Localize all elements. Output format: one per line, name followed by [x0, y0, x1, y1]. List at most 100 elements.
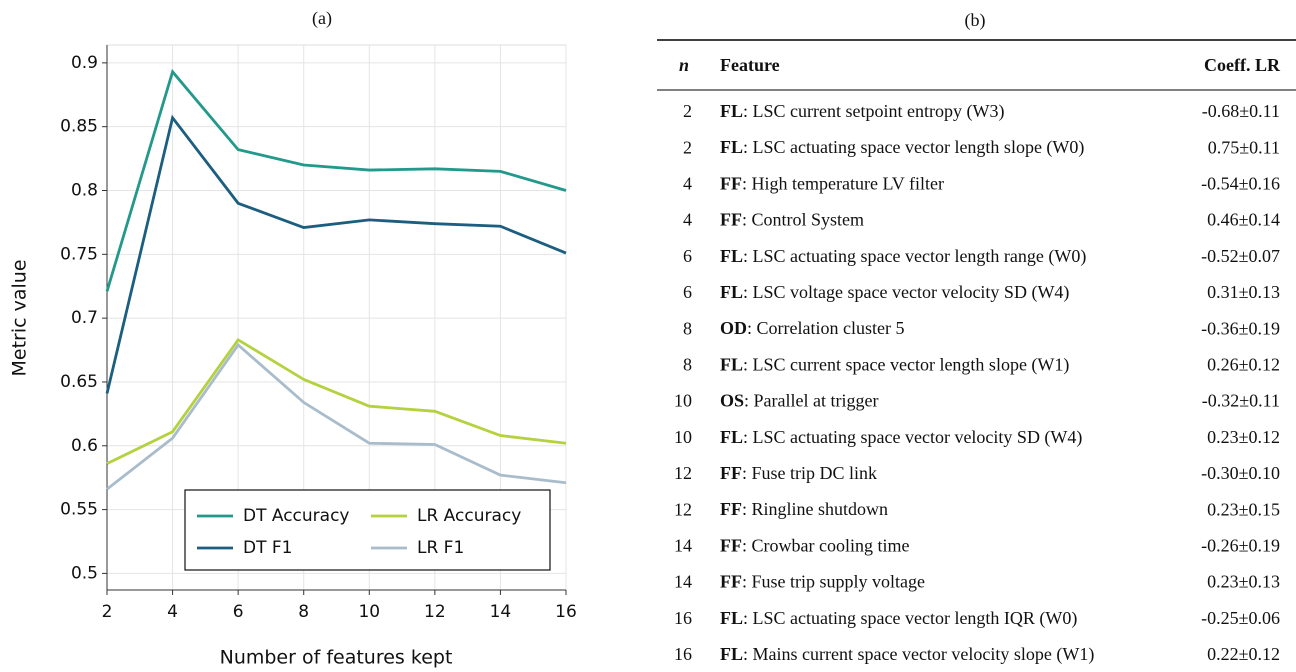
table-cell-feature: FF: Crowbar cooling time — [720, 536, 909, 556]
table-cell-feature: FF: Ringline shutdown — [720, 499, 888, 519]
feature-code: OS — [720, 391, 744, 411]
table-cell-feature: FL: LSC actuating space vector length sl… — [720, 137, 1084, 158]
y-tick-label: 0.55 — [60, 500, 98, 520]
table-cell-feature: FL: Mains current space vector velocity … — [720, 644, 1094, 665]
table-cell-n: 16 — [674, 644, 692, 664]
table-header: Coeff. LR — [1204, 55, 1281, 75]
x-axis-label: Number of features kept — [220, 647, 453, 669]
table-cell-n: 10 — [674, 427, 692, 447]
table-cell-feature: FF: Fuse trip DC link — [720, 463, 877, 483]
x-tick-label: 16 — [555, 602, 577, 622]
table-cell-feature: FL: LSC actuating space vector velocity … — [720, 427, 1082, 448]
y-tick-label: 0.5 — [71, 563, 98, 583]
table-cell-n: 2 — [683, 101, 692, 121]
y-tick-label: 0.6 — [71, 436, 98, 456]
table-cell-coeff: -0.26±0.19 — [1201, 536, 1280, 556]
table-cell-n: 14 — [674, 572, 692, 592]
table-cell-n: 10 — [674, 391, 692, 411]
x-tick-label: 6 — [233, 602, 244, 622]
legend-label: DT Accuracy — [243, 506, 350, 526]
x-tick-label: 14 — [490, 602, 512, 622]
table-cell-n: 6 — [683, 282, 692, 302]
feature-code: FL — [720, 246, 743, 266]
table-cell-feature: OD: Correlation cluster 5 — [720, 318, 904, 338]
feature-text: : Parallel at trigger — [744, 391, 878, 411]
table-cell-feature: FF: Control System — [720, 210, 864, 230]
feature-code: FF — [720, 572, 742, 592]
feature-code: FL — [720, 608, 743, 628]
feature-text: : LSC actuating space vector length IQR … — [743, 608, 1077, 629]
feature-text: : Fuse trip supply voltage — [742, 572, 925, 592]
table-cell-coeff: -0.54±0.16 — [1201, 174, 1280, 194]
feature-code: FF — [720, 210, 742, 230]
y-tick-label: 0.85 — [60, 117, 98, 137]
feature-text: : LSC current setpoint entropy (W3) — [743, 101, 1004, 122]
table-cell-feature: FF: High temperature LV filter — [720, 174, 944, 194]
table-cell-coeff: -0.30±0.10 — [1201, 463, 1280, 483]
feature-code: FF — [720, 174, 742, 194]
series-line — [106, 337, 567, 465]
x-tick-label: 10 — [358, 602, 380, 622]
table-cell-n: 4 — [683, 210, 692, 230]
feature-text: : LSC actuating space vector length rang… — [743, 246, 1086, 267]
table-cell-coeff: 0.75±0.11 — [1208, 137, 1280, 157]
table-cell-coeff: 0.23±0.13 — [1207, 572, 1280, 592]
table-cell-feature: FF: Fuse trip supply voltage — [720, 572, 925, 592]
table-cell-n: 6 — [683, 246, 692, 266]
table-cell-coeff: -0.68±0.11 — [1202, 101, 1280, 121]
feature-text: : LSC voltage space vector velocity SD (… — [743, 282, 1069, 303]
table-header: n — [679, 55, 689, 75]
table-cell-n: 8 — [683, 355, 692, 375]
feature-code: FL — [720, 427, 743, 447]
table-cell-n: 16 — [674, 608, 692, 628]
feature-code: FF — [720, 499, 742, 519]
feature-text: : Correlation cluster 5 — [747, 318, 904, 338]
table-cell-feature: FL: LSC voltage space vector velocity SD… — [720, 282, 1069, 303]
table-cell-feature: FL: LSC current space vector length slop… — [720, 355, 1069, 376]
table-cell-coeff: 0.22±0.12 — [1207, 644, 1280, 664]
table-title: (b) — [965, 10, 986, 31]
x-tick-label: 8 — [298, 602, 309, 622]
feature-text: : Crowbar cooling time — [742, 536, 909, 556]
feature-code: FL — [720, 282, 743, 302]
table-cell-n: 12 — [674, 463, 692, 483]
legend-label: DT F1 — [243, 538, 292, 558]
y-tick-label: 0.7 — [71, 308, 98, 328]
feature-code: FL — [720, 644, 743, 664]
table-cell-coeff: -0.36±0.19 — [1201, 318, 1280, 338]
series-line — [105, 68, 567, 292]
feature-code: FL — [720, 137, 743, 157]
y-axis-label: Metric value — [9, 259, 31, 376]
y-tick-label: 0.8 — [71, 181, 98, 201]
table-cell-coeff: 0.31±0.13 — [1207, 282, 1280, 302]
feature-text: : LSC current space vector length slope … — [743, 355, 1069, 376]
feature-code: OD — [720, 318, 747, 338]
table-cell-feature: FL: LSC current setpoint entropy (W3) — [720, 101, 1004, 122]
feature-text: : LSC actuating space vector velocity SD… — [743, 427, 1082, 448]
table-cell-feature: OS: Parallel at trigger — [720, 391, 878, 411]
table-cell-n: 14 — [674, 536, 692, 556]
table-cell-n: 8 — [683, 318, 692, 338]
table-cell-n: 2 — [683, 137, 692, 157]
table-cell-n: 4 — [683, 174, 692, 194]
x-tick-label: 2 — [102, 602, 113, 622]
table-cell-coeff: 0.23±0.12 — [1207, 427, 1280, 447]
feature-text: : High temperature LV filter — [742, 174, 944, 194]
feature-text: : LSC actuating space vector length slop… — [743, 137, 1084, 158]
table-cell-coeff: -0.32±0.11 — [1202, 391, 1280, 411]
table-cell-coeff: -0.52±0.07 — [1201, 246, 1280, 266]
series-line — [105, 114, 567, 394]
table-cell-n: 12 — [674, 499, 692, 519]
legend-label: LR F1 — [417, 538, 464, 558]
table-header: Feature — [720, 55, 780, 75]
legend-label: LR Accuracy — [417, 506, 521, 526]
feature-code: FL — [720, 355, 743, 375]
table-cell-coeff: 0.46±0.14 — [1207, 210, 1280, 230]
x-tick-label: 12 — [424, 602, 446, 622]
feature-text: : Control System — [742, 210, 864, 230]
table-cell-feature: FL: LSC actuating space vector length ra… — [720, 246, 1086, 267]
x-tick-label: 4 — [167, 602, 178, 622]
feature-code: FF — [720, 536, 742, 556]
legend-box — [184, 489, 551, 571]
